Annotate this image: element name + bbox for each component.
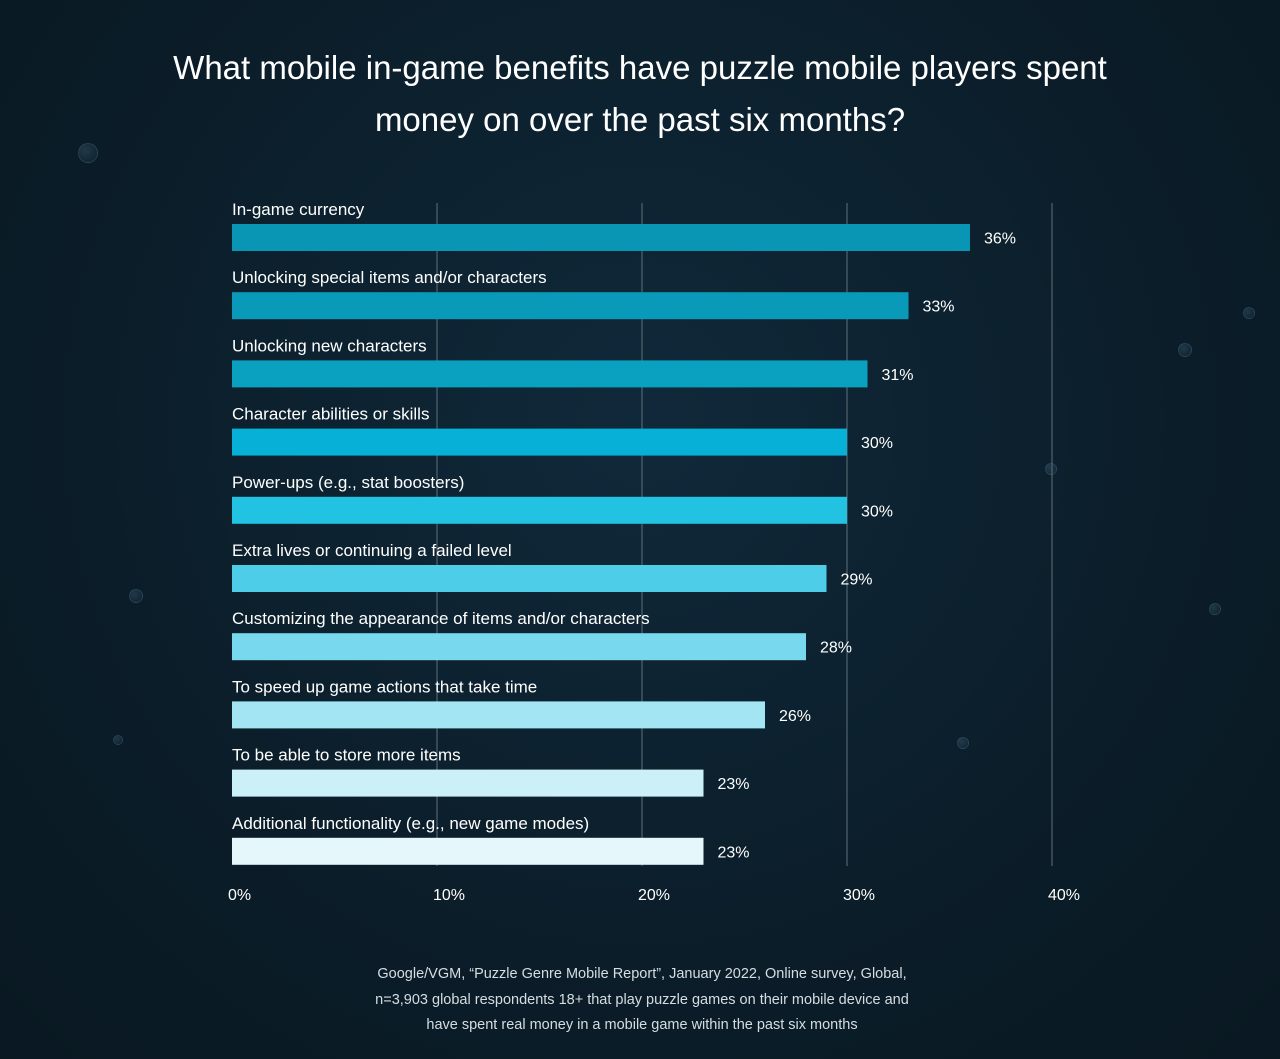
source-line: have spent real money in a mobile game w… xyxy=(426,1017,858,1033)
category-label: Unlocking new characters xyxy=(232,336,427,355)
bubble-decoration xyxy=(113,735,123,745)
bubble-decoration xyxy=(957,737,969,749)
category-label: Character abilities or skills xyxy=(232,405,429,424)
category-labels: In-game currency Unlocking special items … xyxy=(232,200,650,833)
data-label: 33% xyxy=(923,299,955,316)
data-label: 29% xyxy=(841,572,873,589)
source-line: Google/VGM, “Puzzle Genre Mobile Report”… xyxy=(377,966,907,982)
category-label: Additional functionality (e.g., new game… xyxy=(232,814,589,833)
page-title: What mobile in-game benefits have puzzle… xyxy=(173,49,1107,138)
bar xyxy=(232,769,704,797)
category-label: To be able to store more items xyxy=(232,746,461,765)
bar xyxy=(232,496,847,524)
category-label: In-game currency xyxy=(232,200,365,219)
bar xyxy=(232,701,765,729)
bubble-decoration xyxy=(1243,307,1255,319)
bubble-decoration xyxy=(1045,463,1057,475)
bars xyxy=(232,224,970,865)
bar xyxy=(232,224,970,251)
bar xyxy=(232,837,704,865)
bubble-decoration xyxy=(1178,343,1192,357)
bar xyxy=(232,428,847,456)
bubble-decoration xyxy=(78,143,98,163)
source-line: n=3,903 global respondents 18+ that play… xyxy=(375,991,909,1008)
bar xyxy=(232,360,868,388)
x-tick-label: 40% xyxy=(1048,887,1080,904)
bubble-decoration xyxy=(129,589,143,603)
data-label: 30% xyxy=(861,503,893,520)
bubble-decoration xyxy=(1209,603,1221,615)
x-tick-label: 20% xyxy=(638,887,670,904)
bar-chart: In-game currency Unlocking special items … xyxy=(228,200,1080,904)
source-note: Google/VGM, “Puzzle Genre Mobile Report”… xyxy=(240,962,1044,1039)
category-label: To speed up game actions that take time xyxy=(232,677,537,696)
x-tick-label: 0% xyxy=(228,887,251,904)
x-tick-label: 10% xyxy=(433,887,465,904)
data-label: 31% xyxy=(882,367,914,384)
bar xyxy=(232,633,806,661)
bar xyxy=(232,565,827,592)
data-label: 36% xyxy=(984,231,1016,248)
data-label: 23% xyxy=(718,776,750,793)
category-label: Extra lives or continuing a failed level xyxy=(232,541,512,560)
category-label: Power-ups (e.g., stat boosters) xyxy=(232,473,464,492)
category-label: Customizing the appearance of items and/… xyxy=(232,609,650,628)
x-tick-label: 30% xyxy=(843,887,875,904)
x-axis-ticks: 0% 10% 20% 30% 40% xyxy=(228,887,1080,904)
data-label: 23% xyxy=(718,844,750,861)
data-label: 26% xyxy=(779,708,811,725)
data-label: 28% xyxy=(820,640,852,657)
data-label: 30% xyxy=(861,435,893,452)
category-label: Unlocking special items and/or character… xyxy=(232,268,547,287)
bar xyxy=(232,292,909,320)
value-labels: 36% 33% 31% 30% 30% 29% 28% 26% 23% 23% xyxy=(718,231,1017,862)
